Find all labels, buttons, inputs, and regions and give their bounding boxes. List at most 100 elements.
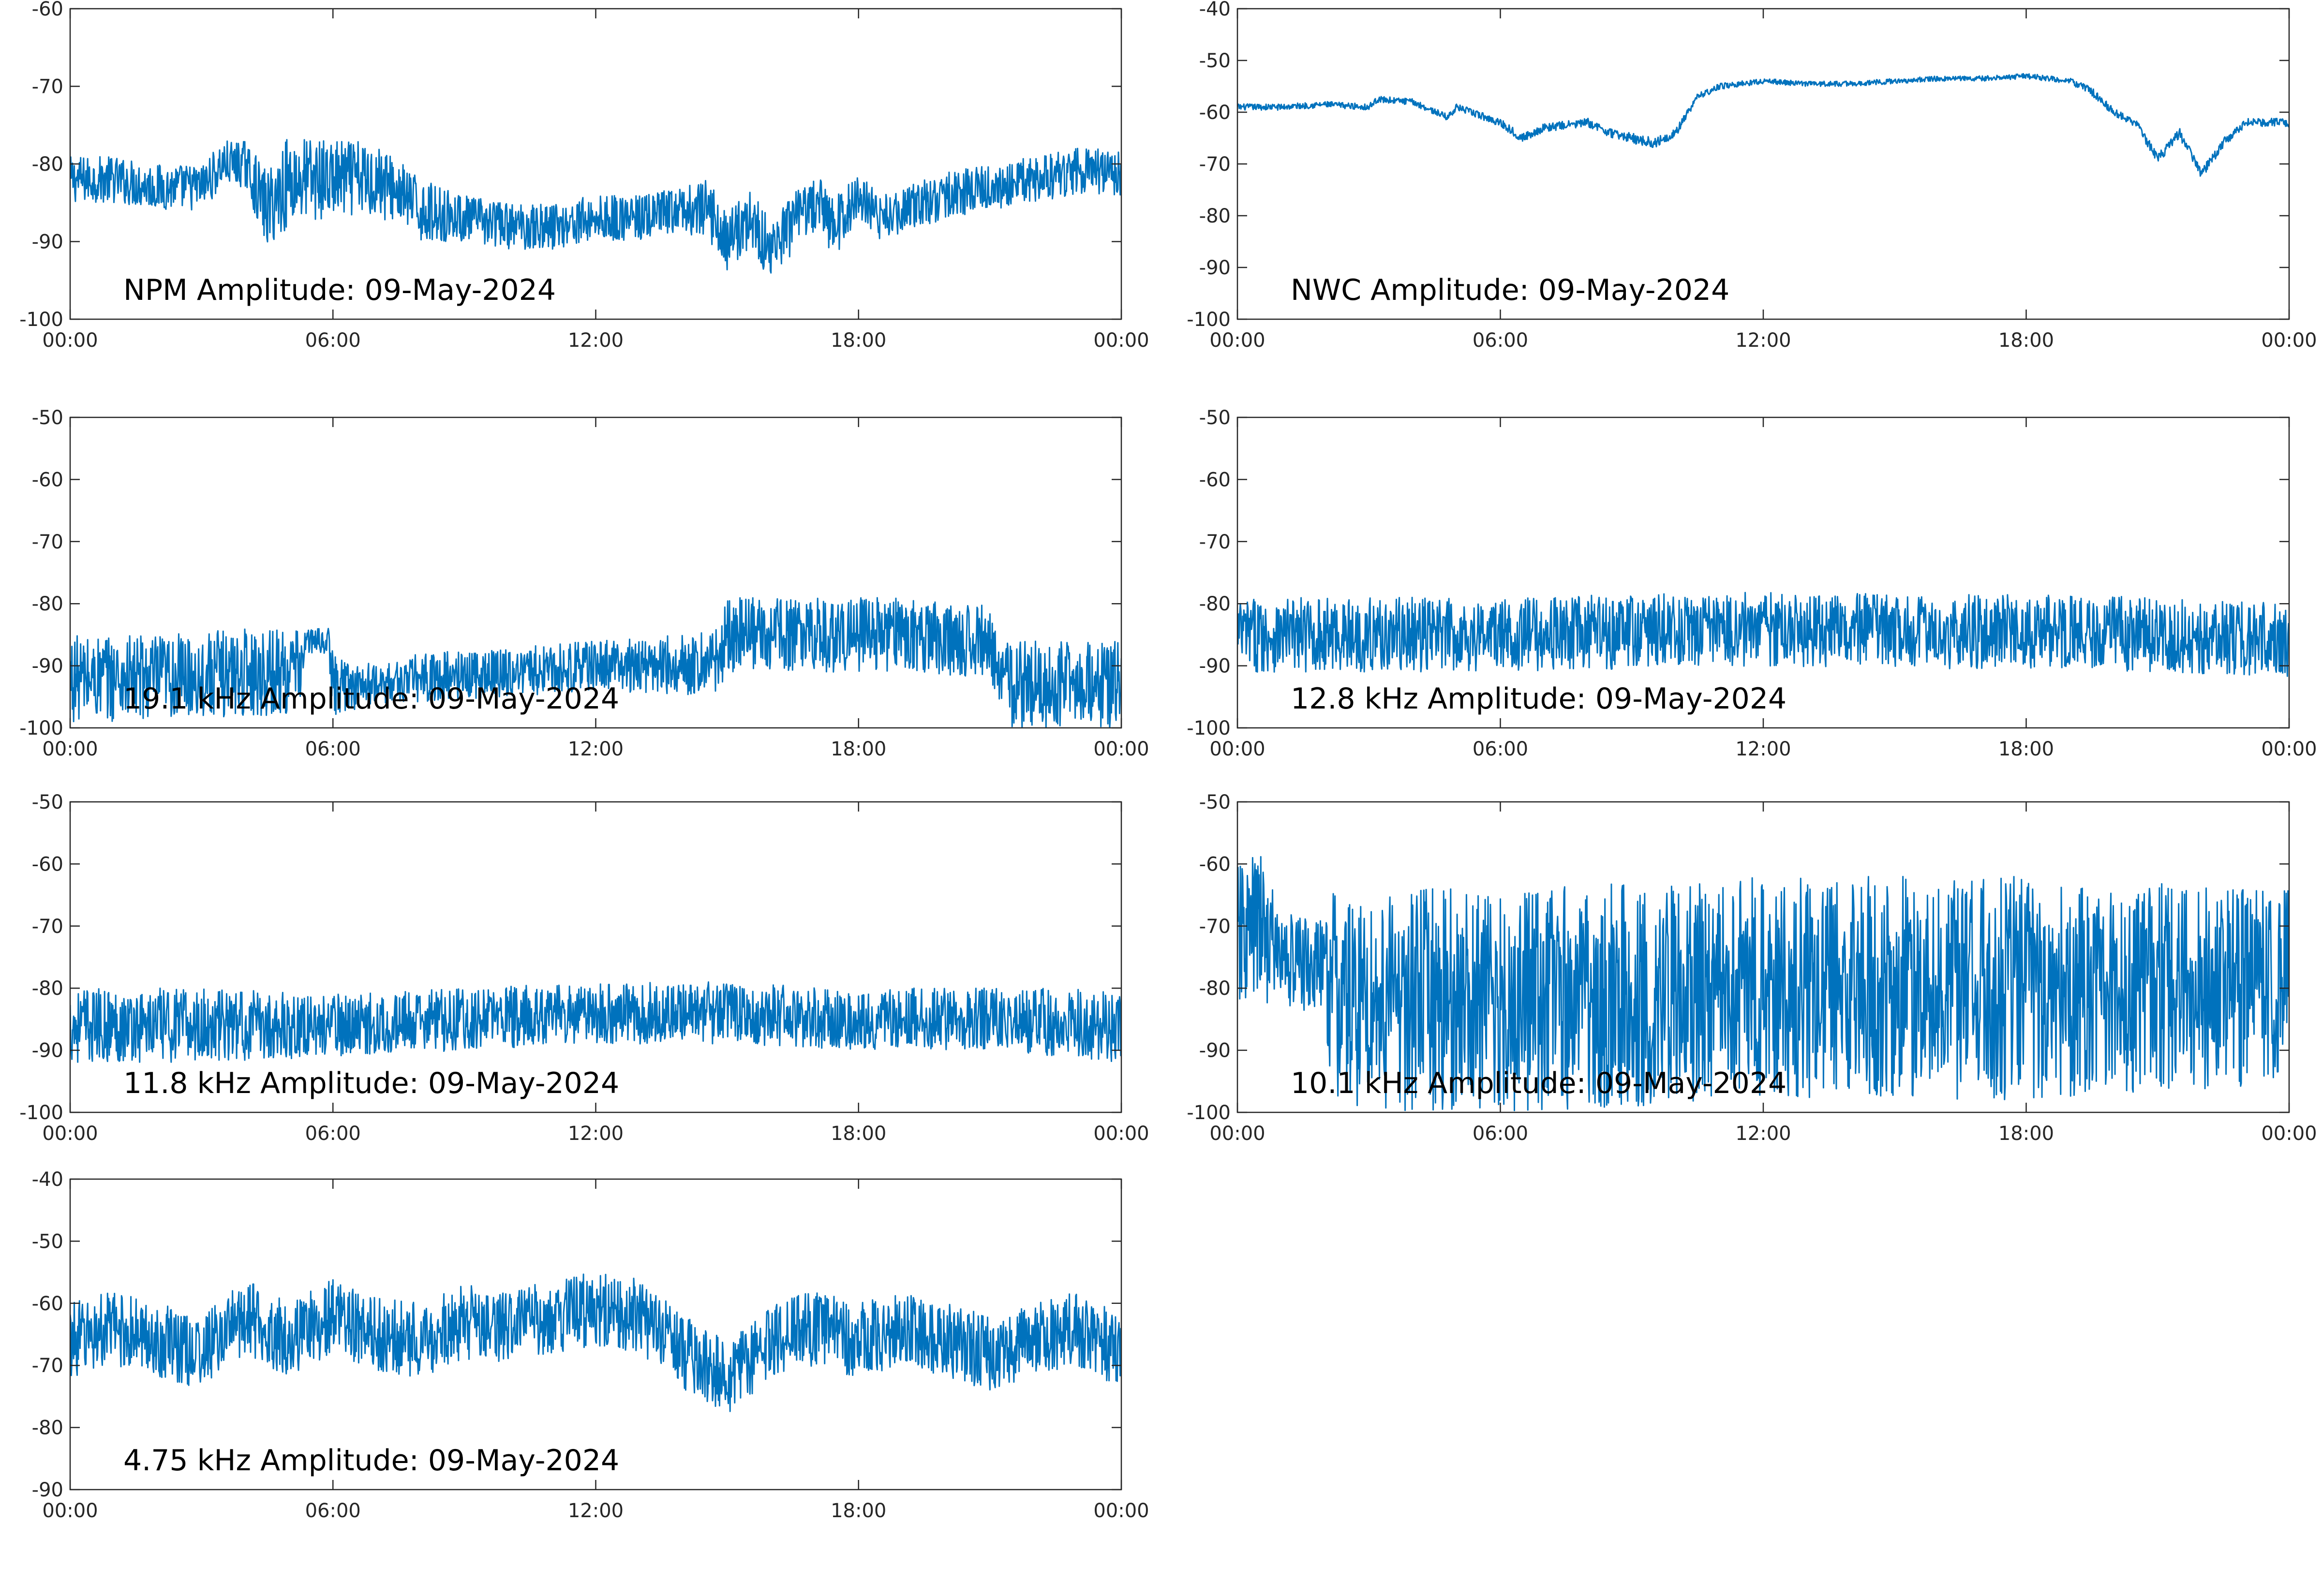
panel-title: 12.8 kHz Amplitude: 09-May-2024 xyxy=(1291,682,1786,716)
y-tick-label: -50 xyxy=(32,1230,63,1253)
series-line xyxy=(70,1273,1121,1412)
plot-frame xyxy=(1236,8,2290,320)
x-tick-label: 18:00 xyxy=(831,738,886,760)
y-tick-label: -60 xyxy=(1199,469,1231,491)
y-tick-label: -70 xyxy=(1199,153,1231,176)
y-tick-label: -80 xyxy=(1199,977,1231,1000)
series-line xyxy=(70,597,1121,728)
x-tick-label: 00:00 xyxy=(42,1500,98,1522)
x-tick-label: 06:00 xyxy=(305,329,361,352)
y-tick-label: -90 xyxy=(32,231,63,253)
x-tick-label: 00:00 xyxy=(1209,329,1265,352)
x-tick-label: 06:00 xyxy=(1473,329,1528,352)
series-line xyxy=(1237,856,2289,1111)
series-line xyxy=(70,139,1121,274)
series-line xyxy=(1237,591,2289,677)
x-tick-label: 12:00 xyxy=(1735,329,1791,352)
y-tick-label: -90 xyxy=(1199,1040,1231,1062)
y-tick-label: -90 xyxy=(32,1040,63,1062)
y-tick-label: -100 xyxy=(1187,717,1231,739)
y-tick-label: -50 xyxy=(1199,50,1231,72)
x-tick-label: 00:00 xyxy=(1093,1500,1149,1522)
y-tick-label: -60 xyxy=(32,1293,63,1315)
y-tick-label: -40 xyxy=(32,1168,63,1191)
x-tick-label: 06:00 xyxy=(305,738,361,760)
x-tick-label: 00:00 xyxy=(42,1123,98,1145)
x-tick-label: 18:00 xyxy=(831,1123,886,1145)
x-tick-label: 00:00 xyxy=(42,329,98,352)
y-tick-label: -70 xyxy=(32,531,63,553)
plot-frame xyxy=(69,801,1122,1113)
x-tick-label: 12:00 xyxy=(568,329,624,352)
x-tick-label: 00:00 xyxy=(1209,1123,1265,1145)
y-tick-label: -90 xyxy=(32,655,63,678)
y-tick-label: -90 xyxy=(1199,257,1231,279)
y-tick-label: -80 xyxy=(32,1417,63,1439)
x-tick-label: 18:00 xyxy=(831,329,886,352)
y-tick-label: -80 xyxy=(32,153,63,176)
panel-title: 4.75 kHz Amplitude: 09-May-2024 xyxy=(123,1444,619,1478)
y-tick-label: -50 xyxy=(32,407,63,429)
y-tick-label: -60 xyxy=(1199,102,1231,124)
y-tick-label: -50 xyxy=(32,791,63,813)
series-line xyxy=(1237,73,2289,177)
x-tick-label: 00:00 xyxy=(1093,329,1149,352)
plot-frame xyxy=(1236,416,2290,729)
x-tick-label: 00:00 xyxy=(42,738,98,760)
y-tick-label: -60 xyxy=(32,0,63,20)
y-tick-label: -80 xyxy=(32,593,63,615)
x-tick-label: 06:00 xyxy=(1473,1123,1528,1145)
x-tick-label: 12:00 xyxy=(568,1123,624,1145)
panel-title: 11.8 kHz Amplitude: 09-May-2024 xyxy=(123,1066,619,1100)
y-tick-label: -100 xyxy=(1187,309,1231,331)
x-tick-label: 12:00 xyxy=(568,738,624,760)
x-tick-label: 00:00 xyxy=(2261,329,2317,352)
x-tick-label: 00:00 xyxy=(1093,738,1149,760)
x-tick-label: 00:00 xyxy=(1209,738,1265,760)
x-tick-label: 18:00 xyxy=(1998,738,2054,760)
x-tick-label: 12:00 xyxy=(1735,1123,1791,1145)
y-tick-label: -60 xyxy=(1199,853,1231,875)
x-tick-label: 18:00 xyxy=(1998,329,2054,352)
y-tick-label: -80 xyxy=(1199,593,1231,615)
x-tick-label: 00:00 xyxy=(1093,1123,1149,1145)
x-tick-label: 18:00 xyxy=(1998,1123,2054,1145)
y-tick-label: -100 xyxy=(19,309,63,331)
panel-title: 10.1 kHz Amplitude: 09-May-2024 xyxy=(1291,1066,1786,1100)
panel-title: NPM Amplitude: 09-May-2024 xyxy=(123,273,556,307)
y-tick-label: -50 xyxy=(1199,407,1231,429)
y-tick-label: -70 xyxy=(32,916,63,938)
x-tick-label: 00:00 xyxy=(2261,738,2317,760)
y-tick-label: -60 xyxy=(32,853,63,875)
y-tick-label: -70 xyxy=(1199,916,1231,938)
y-tick-label: -40 xyxy=(1199,0,1231,20)
x-tick-label: 00:00 xyxy=(2261,1123,2317,1145)
y-tick-label: -70 xyxy=(32,1355,63,1377)
y-tick-label: -70 xyxy=(1199,531,1231,553)
panel-title: NWC Amplitude: 09-May-2024 xyxy=(1291,273,1729,307)
y-tick-label: -100 xyxy=(1187,1102,1231,1124)
y-tick-label: -70 xyxy=(32,76,63,98)
y-tick-label: -90 xyxy=(1199,655,1231,678)
series-line xyxy=(70,981,1121,1063)
y-tick-label: -90 xyxy=(32,1479,63,1501)
y-tick-label: -80 xyxy=(1199,205,1231,227)
x-tick-label: 06:00 xyxy=(305,1500,361,1522)
x-tick-label: 06:00 xyxy=(305,1123,361,1145)
x-tick-label: 12:00 xyxy=(568,1500,624,1522)
y-tick-label: -60 xyxy=(32,469,63,491)
x-tick-label: 12:00 xyxy=(1735,738,1791,760)
y-tick-label: -100 xyxy=(19,717,63,739)
y-tick-label: -80 xyxy=(32,977,63,1000)
panel-title: 19.1 kHz Amplitude: 09-May-2024 xyxy=(123,682,619,716)
x-tick-label: 06:00 xyxy=(1473,738,1528,760)
x-tick-label: 18:00 xyxy=(831,1500,886,1522)
